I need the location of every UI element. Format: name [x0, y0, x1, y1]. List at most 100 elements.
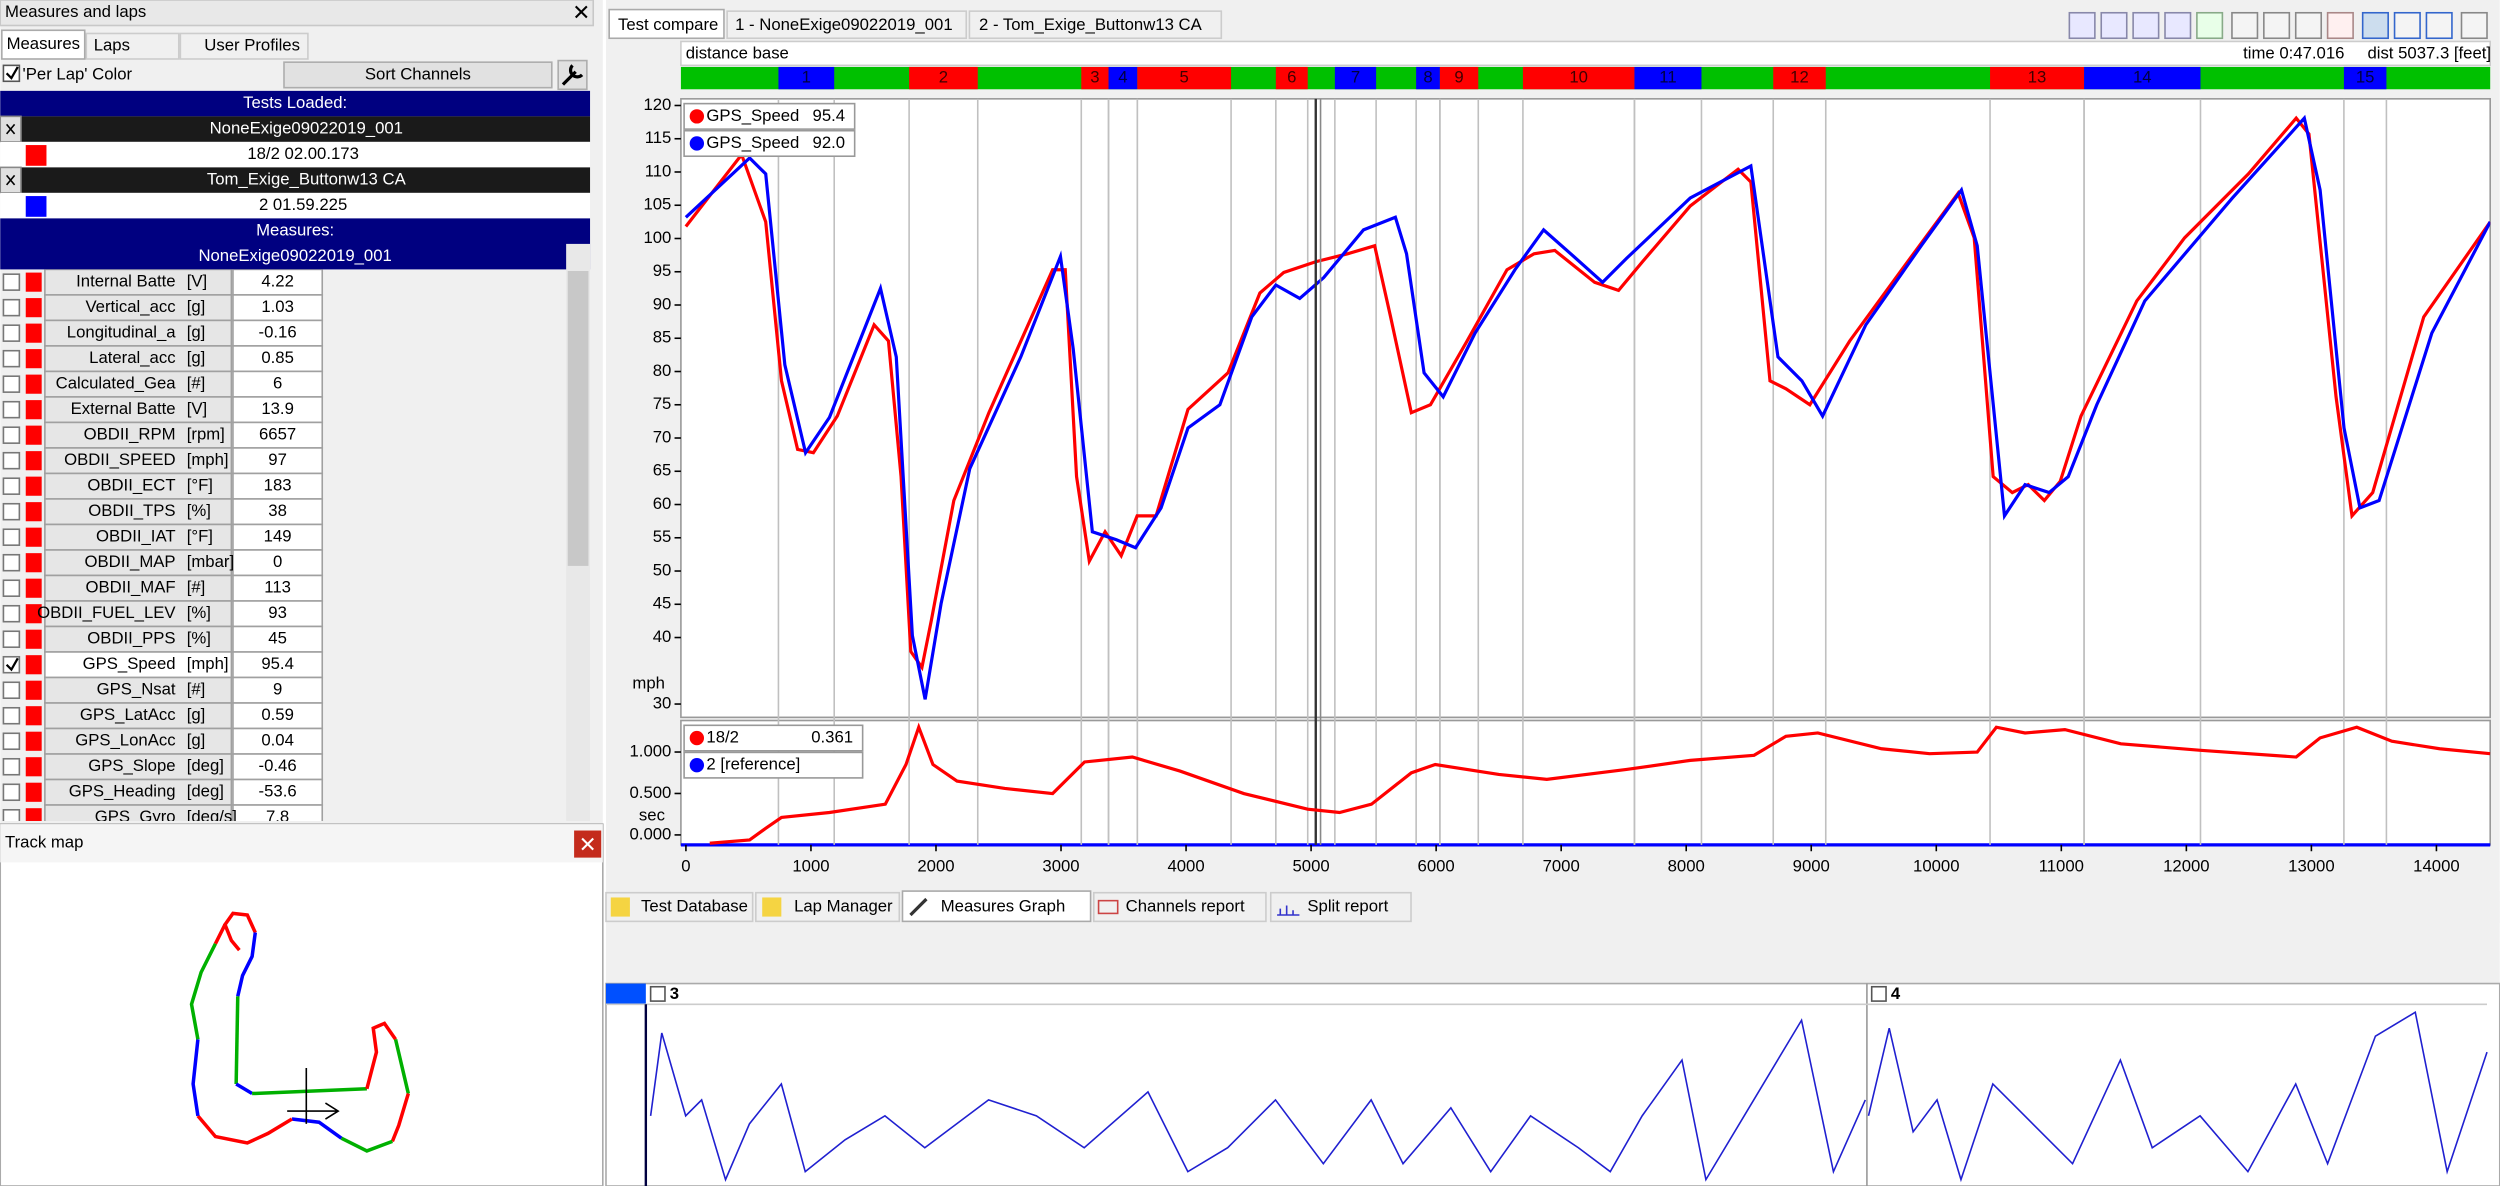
checkbox[interactable]	[2, 400, 21, 419]
tool-button[interactable]	[2196, 11, 2224, 40]
checkbox[interactable]	[2, 808, 21, 826]
x-tick-label: 0	[681, 857, 690, 876]
name-cell[interactable]	[44, 574, 233, 602]
tool-button[interactable]	[2132, 11, 2160, 40]
tool-button[interactable]	[2263, 11, 2291, 40]
name-cell[interactable]	[44, 319, 233, 347]
measure-name: OBDII_TPS	[88, 501, 175, 520]
legend-label: 2 [reference]	[706, 755, 800, 774]
checkbox[interactable]	[2, 375, 21, 393]
name-cell[interactable]	[44, 269, 233, 296]
button[interactable]	[283, 61, 553, 89]
name-cell[interactable]	[44, 523, 233, 551]
name-cell[interactable]	[44, 753, 233, 781]
tab[interactable]	[1, 29, 86, 60]
measure-unit: [°F]	[187, 527, 213, 546]
scrollbar-thumb[interactable]	[567, 270, 589, 566]
tool-button[interactable]	[2164, 11, 2192, 40]
tab[interactable]	[1092, 891, 1267, 923]
checkbox[interactable]	[2, 298, 21, 317]
name-cell[interactable]	[44, 396, 233, 424]
tool-button[interactable]	[2068, 11, 2096, 40]
tab[interactable]	[85, 32, 180, 60]
x-tick-label: 6000	[1418, 857, 1455, 876]
channel-color	[25, 425, 42, 445]
name-cell[interactable]	[44, 370, 233, 398]
name-cell[interactable]	[44, 345, 233, 373]
legend-entry[interactable]	[683, 724, 864, 752]
checkbox[interactable]	[2, 553, 21, 572]
tab[interactable]	[179, 32, 309, 60]
name-cell[interactable]	[44, 651, 233, 679]
legend-entry[interactable]	[683, 129, 856, 158]
tool-button[interactable]	[2393, 11, 2421, 40]
checkbox[interactable]	[2, 477, 21, 495]
test-name: NoneExige09022019_001	[210, 119, 403, 138]
tab-label[interactable]: Channels report	[1126, 896, 1245, 915]
name-cell[interactable]	[44, 421, 233, 449]
name-cell[interactable]	[44, 447, 233, 475]
name-cell[interactable]	[44, 676, 233, 704]
checkbox[interactable]	[2, 451, 21, 470]
checkbox[interactable]	[2, 732, 21, 751]
name-cell[interactable]	[44, 498, 233, 526]
tool-button[interactable]	[2294, 11, 2323, 40]
tab-label[interactable]: Test Database	[641, 896, 748, 915]
close-button[interactable]	[574, 5, 588, 19]
checkbox[interactable]	[2, 528, 21, 546]
pane-label: 3	[670, 984, 679, 1003]
tab-label[interactable]: Lap Manager	[794, 896, 893, 915]
tab[interactable]	[1269, 891, 1412, 923]
checkbox[interactable]	[2, 604, 21, 623]
checkbox[interactable]	[2, 426, 21, 444]
tab[interactable]	[901, 890, 1092, 923]
tool-button[interactable]	[2460, 11, 2488, 40]
tool-button[interactable]	[2361, 11, 2389, 40]
tab[interactable]	[608, 8, 725, 40]
value-cell	[232, 676, 324, 704]
pane-checkbox[interactable]	[1870, 985, 1887, 1002]
pane-checkbox[interactable]	[649, 985, 666, 1002]
tab-label[interactable]: Test compare	[618, 15, 718, 34]
tool-button[interactable]	[2326, 11, 2354, 40]
name-cell[interactable]	[44, 804, 233, 831]
tool-button[interactable]	[2100, 11, 2128, 40]
name-cell[interactable]	[44, 778, 233, 806]
tab-label[interactable]: Measures	[7, 34, 80, 53]
checkbox[interactable]	[2, 502, 21, 521]
legend-entry[interactable]	[683, 751, 864, 779]
tab[interactable]	[605, 891, 754, 923]
measure-value: 45	[268, 629, 287, 648]
checkbox[interactable]	[2, 706, 21, 725]
tab-label[interactable]: Split report	[1307, 896, 1388, 915]
checkbox[interactable]	[2, 579, 21, 597]
tool-button[interactable]	[2231, 11, 2259, 40]
checkbox[interactable]	[2, 630, 21, 648]
tool-button[interactable]	[2425, 11, 2453, 40]
checkbox[interactable]	[2, 324, 21, 342]
tab[interactable]	[726, 10, 968, 40]
checkbox[interactable]	[2, 273, 21, 291]
tab[interactable]	[968, 10, 1223, 40]
checkbox[interactable]	[2, 783, 21, 802]
tab-label[interactable]: Laps	[94, 36, 130, 55]
checkbox[interactable]	[2, 757, 21, 776]
test-row[interactable]	[0, 167, 591, 193]
name-cell[interactable]	[44, 294, 233, 322]
test-row[interactable]	[0, 116, 591, 142]
button-label[interactable]: Sort Channels	[365, 64, 471, 83]
name-cell[interactable]	[44, 600, 233, 628]
pane-selector[interactable]	[605, 983, 646, 1005]
checkbox[interactable]	[2, 349, 21, 368]
measure-value: 4.22	[261, 272, 294, 291]
tab-label[interactable]: Measures Graph	[941, 896, 1066, 915]
name-cell[interactable]	[44, 727, 233, 755]
tab-label[interactable]: 1 - NoneExige09022019_001	[735, 15, 953, 34]
checkbox[interactable]	[2, 681, 21, 700]
checkbox-label[interactable]: 'Per Lap' Color	[23, 64, 133, 83]
tab-label[interactable]: 2 - Tom_Exige_Buttonw13 CA	[979, 15, 1203, 34]
tab-label[interactable]: User Profiles	[204, 36, 300, 55]
measure-name: Longitudinal_a	[67, 323, 176, 342]
legend-entry[interactable]	[683, 102, 856, 130]
x-tick-label: 10000	[1913, 857, 1960, 876]
